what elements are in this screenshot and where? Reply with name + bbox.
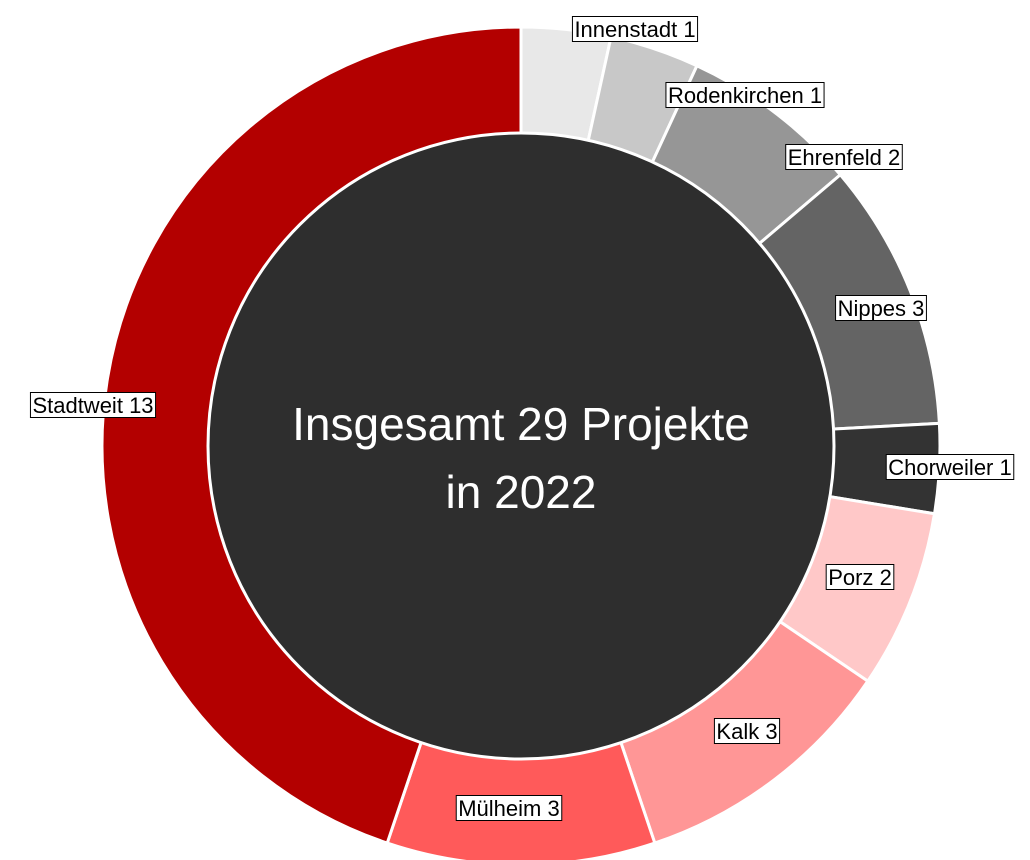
- label-text: Porz 2: [828, 565, 892, 590]
- label-text: Rodenkirchen 1: [668, 83, 822, 108]
- slice-label: Porz 2: [825, 564, 895, 590]
- label-name: Ehrenfeld: [788, 145, 882, 170]
- label-name: Kalk: [716, 719, 760, 744]
- label-text: Mülheim 3: [458, 796, 560, 821]
- label-value: 1: [810, 83, 822, 108]
- donut-center: [206, 131, 836, 761]
- label-text: Ehrenfeld 2: [788, 145, 901, 170]
- label-box: [885, 454, 1015, 480]
- slice-label: Mülheim 3: [455, 795, 563, 821]
- label-box: [785, 144, 903, 170]
- label-text: Stadtweit 13: [32, 393, 153, 418]
- center-text: in 2022: [446, 466, 597, 518]
- label-name: Chorweiler: [888, 455, 993, 480]
- label-box: [571, 16, 699, 42]
- label-name: Stadtweit: [32, 393, 123, 418]
- label-value: 3: [765, 719, 777, 744]
- label-value: 2: [888, 145, 900, 170]
- label-box: [825, 564, 895, 590]
- slice-label: Kalk 3: [713, 718, 781, 744]
- label-value: 3: [548, 796, 560, 821]
- label-name: Innenstadt: [574, 17, 677, 42]
- center-text: Insgesamt 29 Projekte: [292, 398, 750, 450]
- label-box: [455, 795, 563, 821]
- label-value: 2: [880, 565, 892, 590]
- label-name: Porz: [828, 565, 873, 590]
- label-name: Rodenkirchen: [668, 83, 804, 108]
- slice-label: Innenstadt 1: [571, 16, 699, 42]
- slice-label: Rodenkirchen 1: [665, 82, 825, 108]
- label-box: [713, 718, 781, 744]
- slice-label: Ehrenfeld 2: [785, 144, 903, 170]
- label-text: Kalk 3: [716, 719, 777, 744]
- label-name: Nippes: [838, 296, 906, 321]
- label-box: [665, 82, 825, 108]
- label-text: Innenstadt 1: [574, 17, 695, 42]
- label-value: 1: [1000, 455, 1012, 480]
- label-text: Chorweiler 1: [888, 455, 1012, 480]
- label-value: 3: [912, 296, 924, 321]
- label-value: 1: [683, 17, 695, 42]
- slice-label: Stadtweit 13: [29, 392, 157, 418]
- slice-label: Chorweiler 1: [885, 454, 1015, 480]
- slice-label: Nippes 3: [835, 295, 927, 321]
- label-text: Nippes 3: [838, 296, 925, 321]
- label-box: [29, 392, 157, 418]
- label-name: Mülheim: [458, 796, 541, 821]
- label-box: [835, 295, 927, 321]
- label-value: 13: [129, 393, 153, 418]
